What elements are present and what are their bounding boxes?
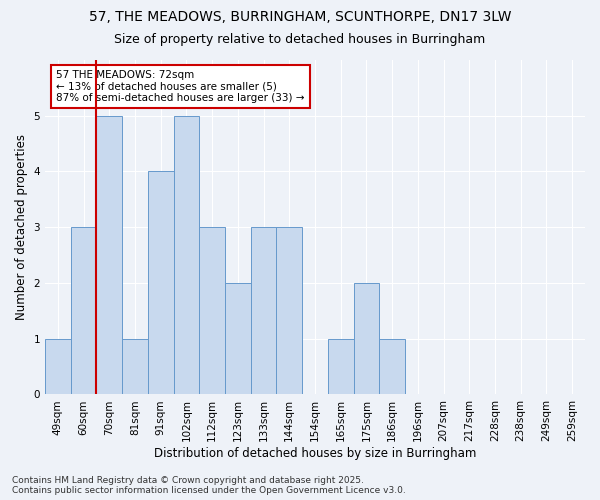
Bar [225,283,251,395]
Bar [199,227,225,394]
Bar [379,338,405,394]
Text: 57 THE MEADOWS: 72sqm
← 13% of detached houses are smaller (5)
87% of semi-detac: 57 THE MEADOWS: 72sqm ← 13% of detached … [56,70,304,103]
Bar [277,227,302,394]
X-axis label: Distribution of detached houses by size in Burringham: Distribution of detached houses by size … [154,447,476,460]
Bar [71,227,97,394]
Bar [45,338,71,394]
Bar [353,283,379,395]
Text: 57, THE MEADOWS, BURRINGHAM, SCUNTHORPE, DN17 3LW: 57, THE MEADOWS, BURRINGHAM, SCUNTHORPE,… [89,10,511,24]
Text: Size of property relative to detached houses in Burringham: Size of property relative to detached ho… [115,32,485,46]
Text: Contains HM Land Registry data © Crown copyright and database right 2025.
Contai: Contains HM Land Registry data © Crown c… [12,476,406,495]
Bar [97,116,122,394]
Bar [328,338,353,394]
Bar [122,338,148,394]
Bar [173,116,199,394]
Y-axis label: Number of detached properties: Number of detached properties [15,134,28,320]
Bar [251,227,277,394]
Bar [148,172,173,394]
